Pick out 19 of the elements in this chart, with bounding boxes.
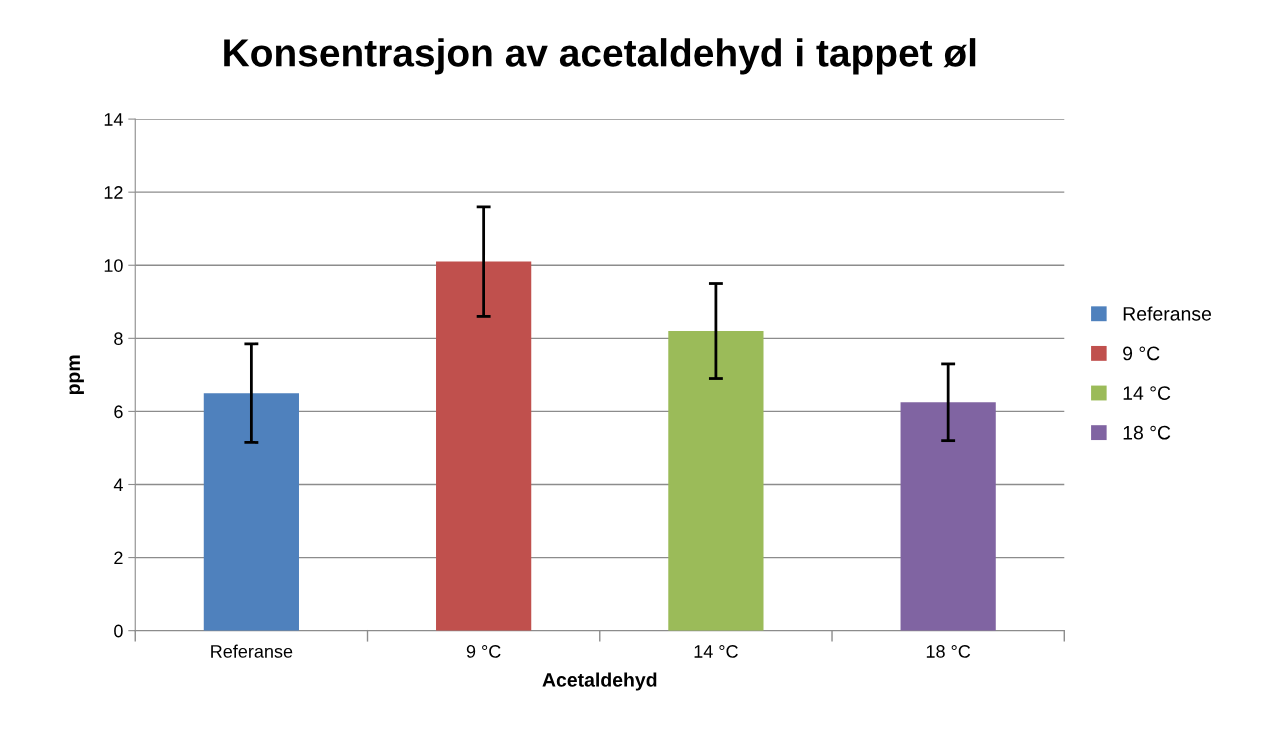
- x-tick-label: Referanse: [211, 644, 293, 658]
- y-axis-title: ppm: [69, 355, 84, 395]
- y-tick-label: 10: [104, 259, 123, 272]
- x-axis-title: Acetaldehyd: [542, 672, 657, 691]
- y-tick-label: 6: [114, 405, 123, 419]
- legend-label: 18 °C: [1123, 425, 1171, 440]
- legend-label: 14 °C: [1123, 386, 1171, 400]
- legend-label: Referanse: [1123, 306, 1212, 321]
- y-tick-label: 2: [114, 551, 123, 565]
- legend-label: 9 °C: [1123, 346, 1160, 361]
- y-tick-label: 0: [114, 624, 123, 638]
- y-tick-label: 8: [114, 332, 123, 346]
- x-tick-label: 9 °C: [466, 645, 501, 658]
- x-tick-label: 18 °C: [926, 645, 971, 658]
- y-tick-label: 14: [104, 113, 123, 126]
- chart-title: Konsentrasjon av acetaldehyd i tappet øl: [224, 38, 976, 75]
- y-tick-label: 12: [104, 186, 123, 199]
- y-tick-label: 4: [113, 478, 123, 492]
- x-tick-label: 14 °C: [694, 645, 738, 658]
